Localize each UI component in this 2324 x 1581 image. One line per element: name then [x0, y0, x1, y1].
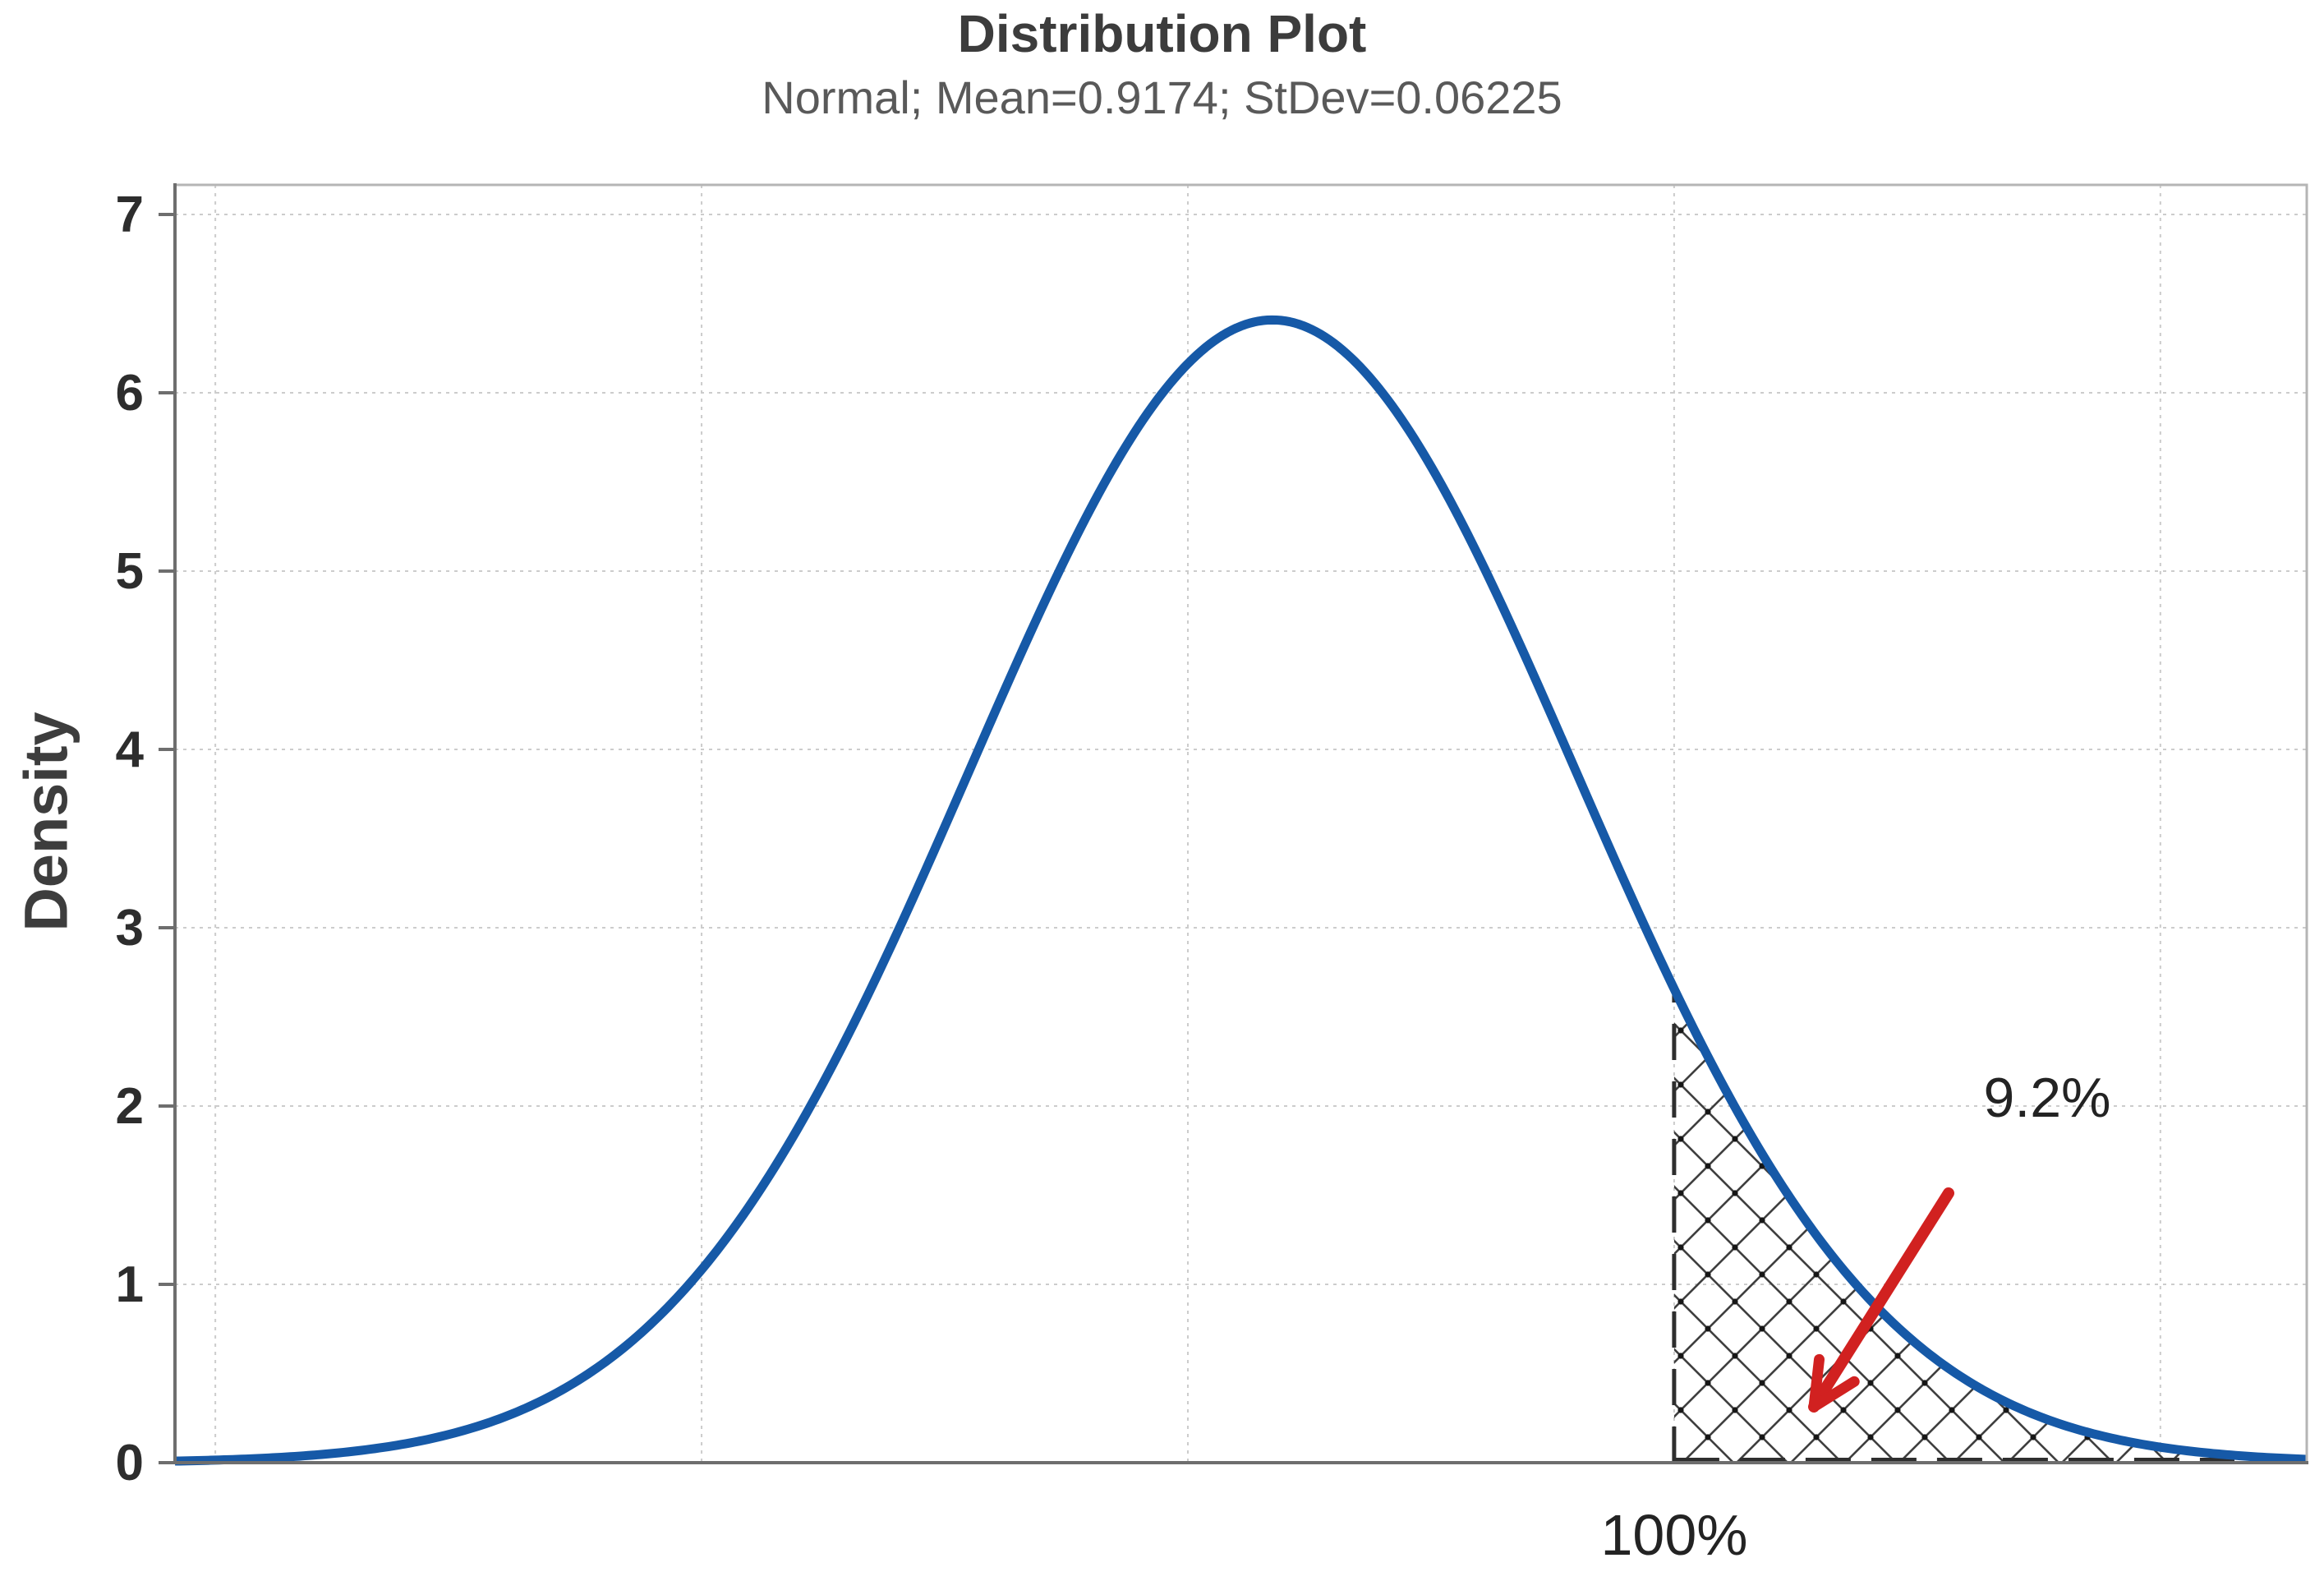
y-axis-title: Density — [12, 712, 81, 932]
annotation-arrow-shaft — [1808, 1187, 1954, 1413]
y-axis-tick-label: 5 — [116, 543, 144, 600]
y-axis-tick-label: 4 — [116, 721, 145, 778]
shade-boundary-value-label: 100% — [1600, 1503, 1748, 1567]
y-axis-tick-label: 7 — [116, 187, 144, 243]
distribution-curve — [174, 315, 2308, 1466]
tail-probability-label: 9.2% — [1983, 1067, 2111, 1129]
annotation-arrow-head — [1808, 1353, 1860, 1413]
plot-frame — [173, 183, 2308, 1464]
y-axis-tick-label: 0 — [116, 1435, 144, 1491]
shaded-tail-region — [1673, 989, 2307, 1463]
y-axis-tick-label: 3 — [116, 900, 144, 956]
y-axis-tick-label: 2 — [116, 1078, 144, 1135]
y-axis-tick-label: 6 — [116, 365, 144, 422]
figure-subtitle: Normal; Mean=0.9174; StDev=0.06225 — [762, 71, 1562, 123]
figure-title: Distribution Plot — [957, 4, 1367, 63]
y-axis-tick-label: 1 — [116, 1256, 144, 1313]
